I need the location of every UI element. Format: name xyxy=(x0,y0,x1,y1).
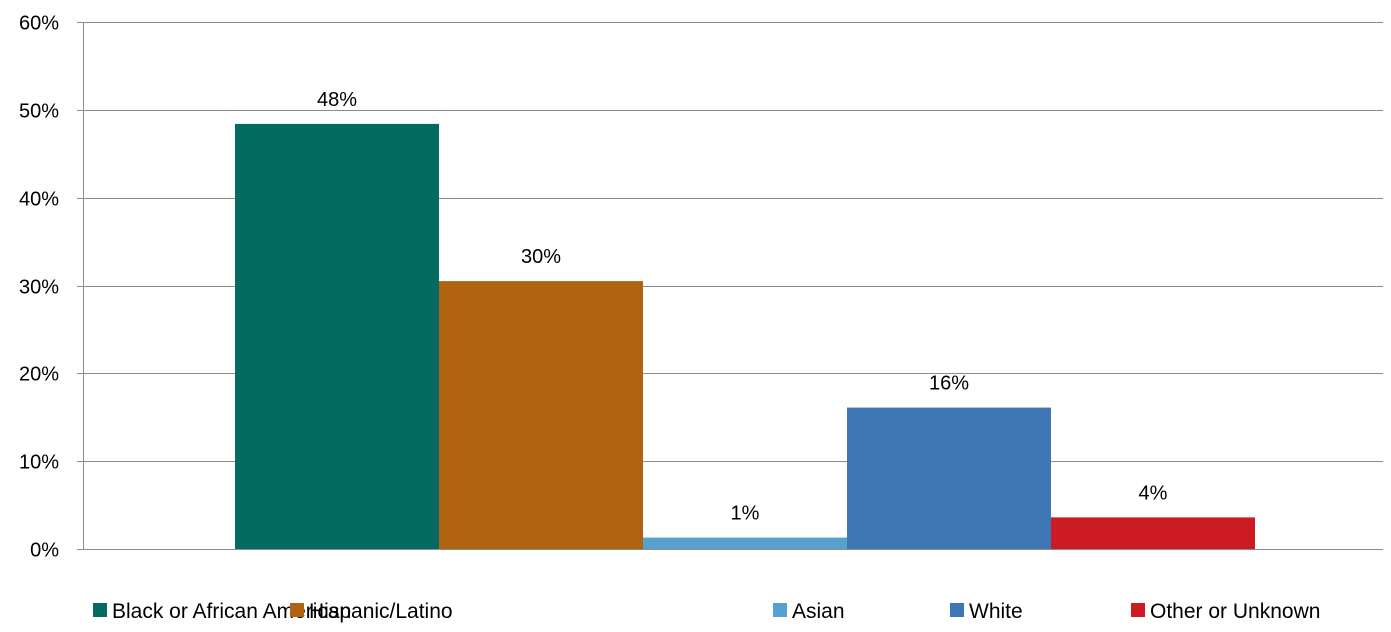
legend-swatch xyxy=(950,603,964,617)
data-label: 30% xyxy=(521,246,561,268)
legend-label: Other or Unknown xyxy=(1150,600,1320,623)
data-label: 1% xyxy=(731,503,760,525)
data-label: 4% xyxy=(1139,482,1168,504)
legend-swatch xyxy=(773,603,787,617)
y-axis-ticks: 0% 10% 20% 30% 40% 50% 60% xyxy=(19,13,83,562)
data-labels: 48% 30% 1% 16% 4% xyxy=(317,89,1168,525)
bar xyxy=(643,537,847,549)
data-label: 16% xyxy=(929,373,969,395)
legend: Black or African AmericanHispanic/Latino… xyxy=(93,600,1320,623)
legend-label: Asian xyxy=(792,600,845,623)
bar xyxy=(439,281,643,549)
bars xyxy=(235,123,1255,550)
y-tick-label: 10% xyxy=(19,452,59,474)
legend-swatch xyxy=(290,603,304,617)
data-label: 48% xyxy=(317,89,357,111)
y-tick-label: 40% xyxy=(19,189,59,211)
bar xyxy=(1051,517,1255,549)
legend-swatch xyxy=(1131,603,1145,617)
y-tick-label: 20% xyxy=(19,364,59,386)
y-tick-label: 50% xyxy=(19,101,59,123)
legend-label: Hispanic/Latino xyxy=(309,600,453,623)
y-tick-label: 0% xyxy=(30,540,59,562)
y-tick-label: 30% xyxy=(19,277,59,299)
axes xyxy=(83,22,1383,550)
bar xyxy=(847,407,1051,549)
y-tick-label: 60% xyxy=(19,13,59,35)
bar xyxy=(235,123,439,550)
legend-swatch xyxy=(93,603,107,617)
legend-label: White xyxy=(969,600,1023,623)
